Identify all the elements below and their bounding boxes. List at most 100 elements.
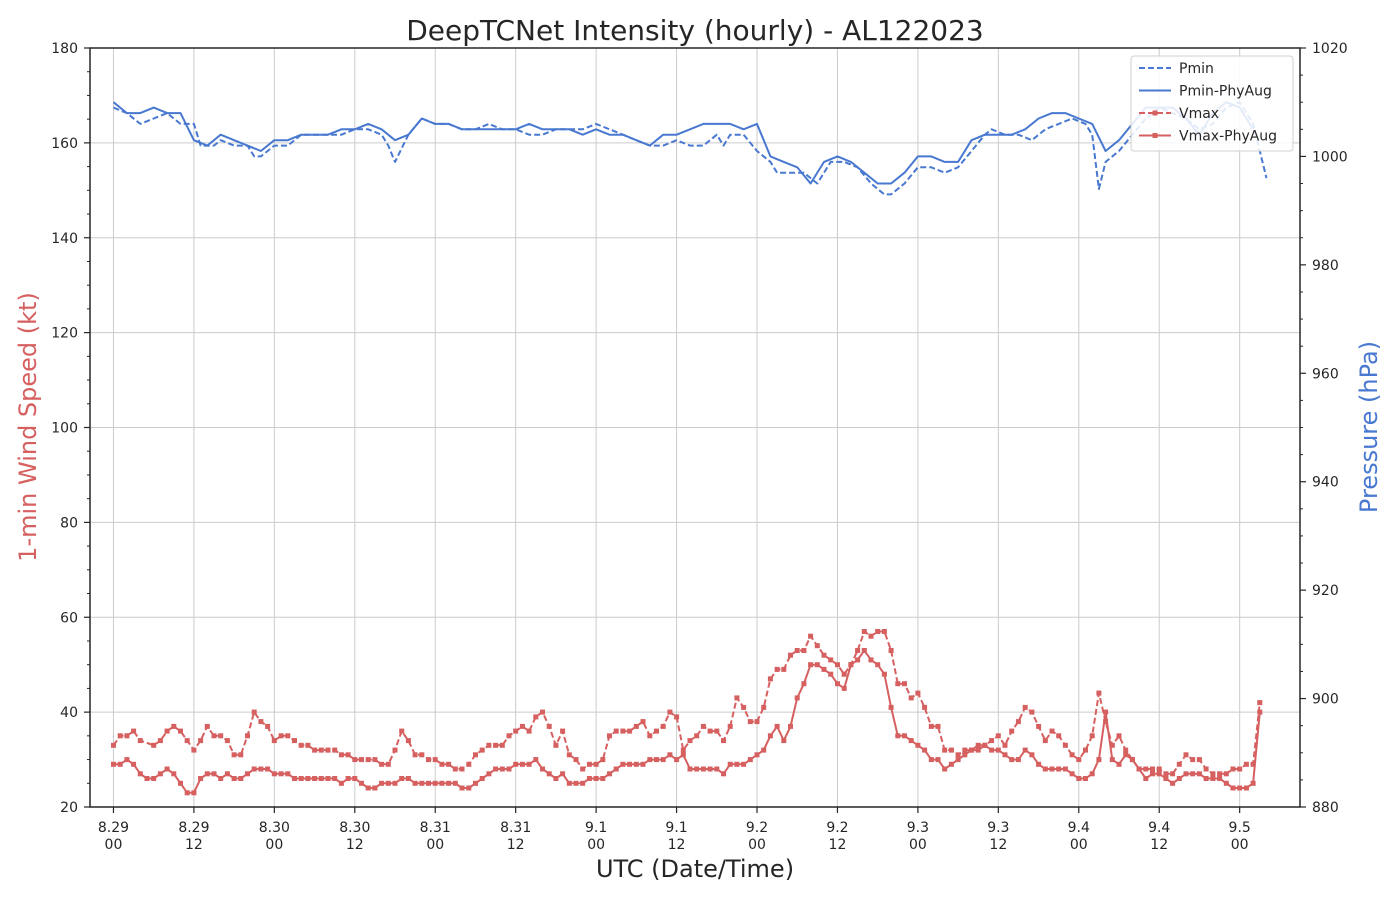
series-point-vmax-phyaug — [1103, 709, 1109, 715]
series-point-vmax-phyaug — [1029, 752, 1035, 758]
series-point-vmax-phyaug — [1069, 771, 1075, 777]
series-point-vmax-phyaug — [955, 757, 961, 763]
series-point-vmax-phyaug — [117, 761, 123, 767]
series-point-vmax-phyaug — [948, 761, 954, 767]
series-point-vmax-phyaug — [573, 780, 579, 786]
series-point-vmax-phyaug — [1257, 709, 1263, 715]
series-point-vmax-phyaug — [1223, 780, 1229, 786]
series-point-vmax-phyaug — [432, 780, 438, 786]
series-point-vmax-phyaug — [1176, 776, 1182, 781]
series-point-vmax — [962, 747, 968, 753]
series-point-vmax-phyaug — [835, 681, 840, 687]
legend-box — [1130, 55, 1294, 152]
series-point-vmax — [875, 629, 881, 634]
series-point-vmax — [506, 733, 512, 739]
series-point-vmax-phyaug — [694, 766, 700, 772]
legend-marker-vmax — [1152, 110, 1158, 116]
series-point-vmax-phyaug — [1129, 757, 1135, 763]
x-tick-label-hour: 12 — [346, 837, 364, 853]
series-point-vmax-phyaug — [305, 776, 311, 781]
series-point-vmax-phyaug — [184, 790, 190, 796]
series-point-vmax — [211, 733, 217, 739]
series-point-vmax-phyaug — [546, 771, 552, 777]
series-point-vmax-phyaug — [1042, 766, 1048, 772]
series-point-vmax — [1062, 742, 1068, 748]
series-point-vmax-phyaug — [741, 761, 747, 767]
series-point-vmax — [801, 648, 807, 653]
series-point-vmax — [298, 742, 304, 748]
series-point-vmax-phyaug — [419, 780, 425, 786]
series-point-vmax — [292, 738, 297, 744]
series-point-vmax — [1015, 719, 1021, 725]
y-right-tick-label: 900 — [1312, 692, 1339, 708]
series-point-vmax — [942, 747, 948, 753]
series-point-vmax-phyaug — [325, 776, 331, 781]
series-point-vmax — [352, 757, 358, 763]
series-point-vmax — [633, 723, 639, 729]
series-point-vmax — [566, 752, 572, 758]
series-point-vmax — [258, 719, 264, 725]
series-point-vmax — [1196, 757, 1202, 763]
series-point-vmax — [1203, 766, 1209, 772]
series-point-vmax — [895, 681, 901, 687]
series-point-vmax-phyaug — [439, 780, 445, 786]
series-point-vmax — [379, 761, 385, 767]
series-point-vmax-phyaug — [1056, 766, 1062, 772]
y-left-tick-label: 100 — [51, 421, 78, 437]
series-point-vmax — [1156, 766, 1162, 772]
x-tick-label-hour: 12 — [507, 837, 525, 853]
series-point-vmax — [137, 738, 143, 744]
series-point-vmax-phyaug — [318, 776, 324, 781]
series-point-vmax-phyaug — [647, 757, 653, 763]
x-tick-label-hour: 00 — [587, 837, 605, 853]
y-left-tick-label: 160 — [51, 136, 78, 152]
series-point-vmax — [540, 709, 545, 715]
series-point-vmax-phyaug — [828, 671, 834, 677]
series-point-vmax — [372, 757, 378, 763]
series-point-vmax-phyaug — [473, 780, 478, 786]
series-point-vmax — [265, 723, 271, 729]
series-point-vmax — [1230, 766, 1236, 772]
series-point-vmax-phyaug — [224, 771, 230, 777]
y-axis-right-label: Pressure (hPa) — [1355, 341, 1383, 513]
series-point-vmax — [660, 723, 666, 729]
y-right-tick-label: 960 — [1312, 366, 1339, 382]
series-point-vmax-phyaug — [245, 771, 250, 777]
series-point-vmax-phyaug — [345, 776, 351, 781]
x-tick-label-date: 9.2 — [746, 820, 768, 836]
series-point-vmax-phyaug — [1009, 757, 1015, 763]
series-point-vmax — [861, 629, 867, 634]
series-point-vmax — [218, 733, 224, 739]
series-point-vmax-phyaug — [486, 771, 492, 777]
series-point-vmax — [111, 742, 116, 748]
series-point-vmax — [1069, 752, 1075, 758]
series-point-vmax — [700, 723, 706, 729]
y-right-tick-label: 940 — [1312, 475, 1339, 491]
series-point-vmax — [271, 738, 277, 744]
series-point-vmax — [841, 671, 847, 677]
series-point-vmax — [1022, 704, 1028, 710]
series-point-vmax — [278, 733, 284, 739]
y-left-tick-label: 40 — [60, 705, 78, 721]
series-point-vmax-phyaug — [814, 662, 820, 668]
series-point-vmax — [1083, 747, 1088, 753]
series-point-vmax-phyaug — [493, 766, 499, 772]
plot-series — [111, 101, 1268, 796]
y-left-tick-label: 120 — [51, 326, 78, 342]
series-point-vmax — [647, 733, 653, 739]
series-point-vmax-phyaug — [1190, 771, 1196, 777]
series-point-vmax — [191, 747, 197, 753]
series-point-vmax-phyaug — [1096, 757, 1102, 763]
x-tick-label-date: 9.4 — [1068, 820, 1090, 836]
series-point-vmax — [1170, 771, 1176, 777]
series-point-vmax-phyaug — [211, 771, 217, 777]
series-point-vmax-phyaug — [1163, 776, 1169, 781]
series-point-vmax-phyaug — [801, 681, 807, 687]
series-point-vmax — [680, 747, 686, 753]
x-tick-label-hour: 12 — [185, 837, 203, 853]
chart-title: DeepTCNet Intensity (hourly) - AL122023 — [406, 14, 984, 47]
series-point-vmax-phyaug — [1210, 776, 1216, 781]
series-point-vmax — [888, 648, 894, 653]
series-point-vmax — [204, 723, 210, 729]
